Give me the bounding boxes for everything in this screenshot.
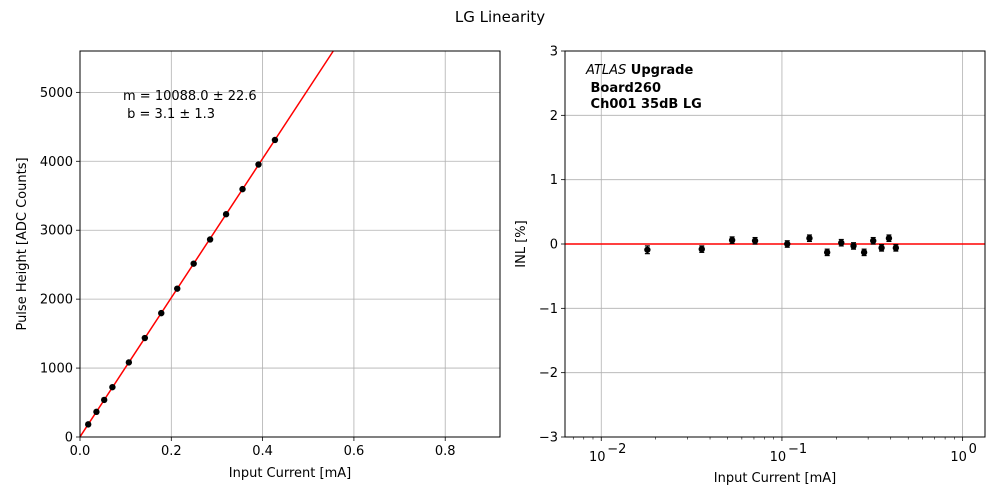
- x-tick-exponent: 0: [969, 442, 977, 457]
- y-tick-label: 3000: [40, 224, 73, 239]
- atlas-upgrade-label: ATLAS Upgrade: [585, 63, 693, 78]
- data-point: [100, 396, 108, 404]
- board-label: Board260: [586, 81, 661, 96]
- data-point: [885, 235, 893, 242]
- data-point: [728, 236, 736, 244]
- data-point: [860, 249, 868, 256]
- linearity-x-axis-label: Input Current [mA]: [229, 466, 351, 481]
- linearity-y-axis-label: Pulse Height [ADC Counts]: [15, 157, 30, 330]
- inl-y-axis-label: INL [%]: [514, 220, 529, 267]
- y-tick-label: 0: [65, 431, 73, 446]
- fit-slope-label: m = 10088.0 ± 22.6: [123, 89, 257, 104]
- data-point: [850, 242, 857, 250]
- data-point: [878, 244, 885, 252]
- data-point: [109, 383, 116, 391]
- x-tick-label: 10: [589, 450, 606, 465]
- data-point: [125, 359, 133, 366]
- data-point: [698, 245, 705, 253]
- data-point: [271, 136, 279, 144]
- y-tick-label: 1000: [40, 362, 73, 377]
- y-tick-label: 4000: [40, 155, 73, 170]
- x-tick-label: 0.2: [161, 444, 182, 459]
- data-point: [222, 211, 230, 218]
- data-point: [823, 249, 831, 256]
- y-tick-label: 2000: [40, 293, 73, 308]
- linearity-ticks: 0.0 0.2 0.4 0.6 0.8 0 1000 2000 3000 4000 5000: [40, 86, 456, 459]
- inl-x-axis-label: Input Current [mA]: [714, 471, 836, 486]
- data-point: [751, 237, 759, 244]
- data-point: [806, 235, 813, 242]
- data-point: [255, 161, 262, 168]
- y-tick-label: 1: [550, 173, 558, 188]
- data-point: [158, 309, 165, 317]
- upgrade-label: Upgrade: [626, 63, 693, 78]
- x-tick-label: 10: [770, 450, 787, 465]
- inl-points: [644, 234, 900, 257]
- x-tick-label: 0.0: [70, 444, 91, 459]
- x-tick-label: 0.6: [344, 444, 365, 459]
- data-point: [206, 236, 214, 243]
- data-point: [838, 239, 845, 246]
- x-tick-exponent: −1: [788, 442, 807, 457]
- data-point: [190, 260, 197, 267]
- linearity-fit-line-group: [79, 50, 334, 438]
- x-tick-exponent: −2: [607, 442, 626, 457]
- linearity-grid: [79, 51, 500, 438]
- x-tick-label: 10: [950, 450, 967, 465]
- x-tick-label: 0.8: [435, 444, 456, 459]
- data-point: [85, 421, 92, 428]
- y-tick-label: 5000: [40, 86, 73, 101]
- y-tick-label: −3: [539, 431, 558, 446]
- atlas-label: ATLAS: [585, 63, 626, 78]
- data-point: [644, 246, 651, 253]
- data-point: [93, 408, 100, 416]
- linearity-plot-frame: [79, 50, 501, 438]
- y-tick-label: −1: [539, 302, 558, 317]
- data-point: [239, 185, 246, 193]
- y-tick-label: 3: [550, 45, 558, 60]
- y-tick-label: −2: [539, 366, 558, 381]
- linearity-plot: 0.0 0.2 0.4 0.6 0.8 0 1000 2000 3000 4000 5000 m =…: [15, 50, 501, 481]
- y-tick-label: 2: [550, 109, 558, 124]
- data-point: [174, 285, 181, 292]
- x-tick-label: 0.4: [252, 444, 273, 459]
- data-point: [141, 334, 149, 342]
- fit-intercept-label: b = 3.1 ± 1.3: [123, 107, 215, 122]
- y-tick-label: 0: [550, 238, 558, 253]
- fit-line: [79, 50, 334, 438]
- data-point: [784, 240, 791, 248]
- linearity-points: [85, 136, 279, 428]
- channel-label: Ch001 35dB LG: [586, 97, 702, 112]
- figure-title: LG Linearity: [455, 8, 545, 26]
- data-point: [870, 237, 877, 244]
- data-point: [892, 244, 900, 252]
